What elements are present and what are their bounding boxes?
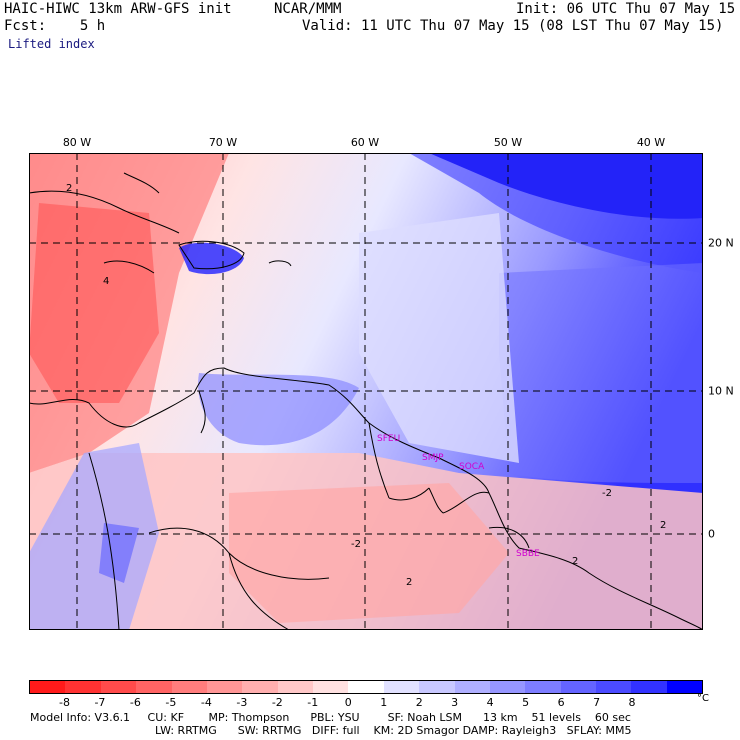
colorbar [29,680,703,694]
colorbar-cell [30,681,66,693]
colorbar-tick-label: 4 [486,696,494,709]
colorbar-tick-label: -6 [129,696,141,709]
valid-time: Valid: 11 UTC Thu 07 May 15 (08 LST Thu … [302,18,724,34]
colorbar-tick-label: 6 [557,696,565,709]
colorbar-tick-label: -1 [307,696,319,709]
colorbar-tick-label: -3 [236,696,248,709]
lat-label-10n: 10 N [708,384,734,398]
colorbar-cell [171,681,207,693]
lon-label-80w: 80 W [62,136,92,149]
station-smjp: SMJP [422,453,444,463]
shaded-field [29,153,703,630]
colorbar-cell [242,681,278,693]
station-soca: SOCA [459,462,485,472]
coastlines [29,172,703,630]
contour-label: 2 [406,577,412,588]
colorbar-tick-label: 7 [593,696,601,709]
colorbar-cell [313,681,349,693]
colorbar-tick-label: 2 [415,696,423,709]
contour-label: 2 [660,520,666,531]
forecast-hour: Fcst: 5 h [4,18,106,34]
field-name: Lifted index [8,37,95,51]
station-sfeu: SFEU [377,434,400,444]
colorbar-tick-label: 8 [628,696,636,709]
colorbar-unit: °C [697,693,709,704]
contour-label: 2 [572,556,578,567]
colorbar-cell [454,681,490,693]
colorbar-tick-label: -2 [271,696,283,709]
colorbar-cell [206,681,243,693]
lifted-index-map: 2 4 -2 2 -2 2 2 SFEU SMJP SOCA SBBE [29,153,703,630]
colorbar-cell [560,681,596,693]
init-time: Init: 06 UTC Thu 07 May 15 [516,1,736,17]
lat-label-0: 0 [708,527,715,541]
contour-label: -2 [351,539,361,550]
colorbar-tick-label: 0 [344,696,352,709]
model-title: HAIC-HIWC 13km ARW-GFS init [4,1,232,17]
contour-label: 2 [66,183,72,194]
contour-labels: 2 4 -2 2 -2 2 2 [66,183,666,588]
colorbar-cell [631,681,667,693]
lon-label-70w: 70 W [208,136,238,149]
contour-label: 4 [103,276,109,287]
colorbar-cell [525,681,561,693]
model-info-line1: Model Info: V3.6.1 CU: KF MP: Thompson P… [30,711,631,724]
station-labels: SFEU SMJP SOCA SBBE [377,434,540,559]
colorbar-tick-label: 3 [451,696,459,709]
colorbar-cell [489,681,526,693]
agency-label: NCAR/MMM [274,1,342,17]
colorbar-cell [666,681,703,693]
colorbar-cell [136,681,172,693]
colorbar-tick-label: 5 [522,696,530,709]
colorbar-cell [100,681,137,693]
colorbar-tick-label: -8 [58,696,70,709]
colorbar-cell [419,681,455,693]
colorbar-cell [383,681,420,693]
lon-label-40w: 40 W [636,136,666,149]
colorbar-cell [277,681,313,693]
contour-label: -2 [602,488,612,499]
lon-label-60w: 60 W [350,136,380,149]
colorbar-cell [65,681,101,693]
colorbar-cell [348,681,384,693]
colorbar-tick-label: -5 [165,696,177,709]
grid-lines [29,153,703,630]
station-sbbe: SBBE [516,549,540,559]
colorbar-tick-label: -4 [200,696,212,709]
lat-label-20n: 20 N [708,236,734,250]
colorbar-tick-label: -7 [94,696,106,709]
lon-label-50w: 50 W [493,136,523,149]
map-border [29,153,703,630]
model-info-line2: LW: RRTMG SW: RRTMG DIFF: full KM: 2D Sm… [155,724,632,737]
colorbar-tick-label: 1 [380,696,388,709]
colorbar-cell [596,681,632,693]
